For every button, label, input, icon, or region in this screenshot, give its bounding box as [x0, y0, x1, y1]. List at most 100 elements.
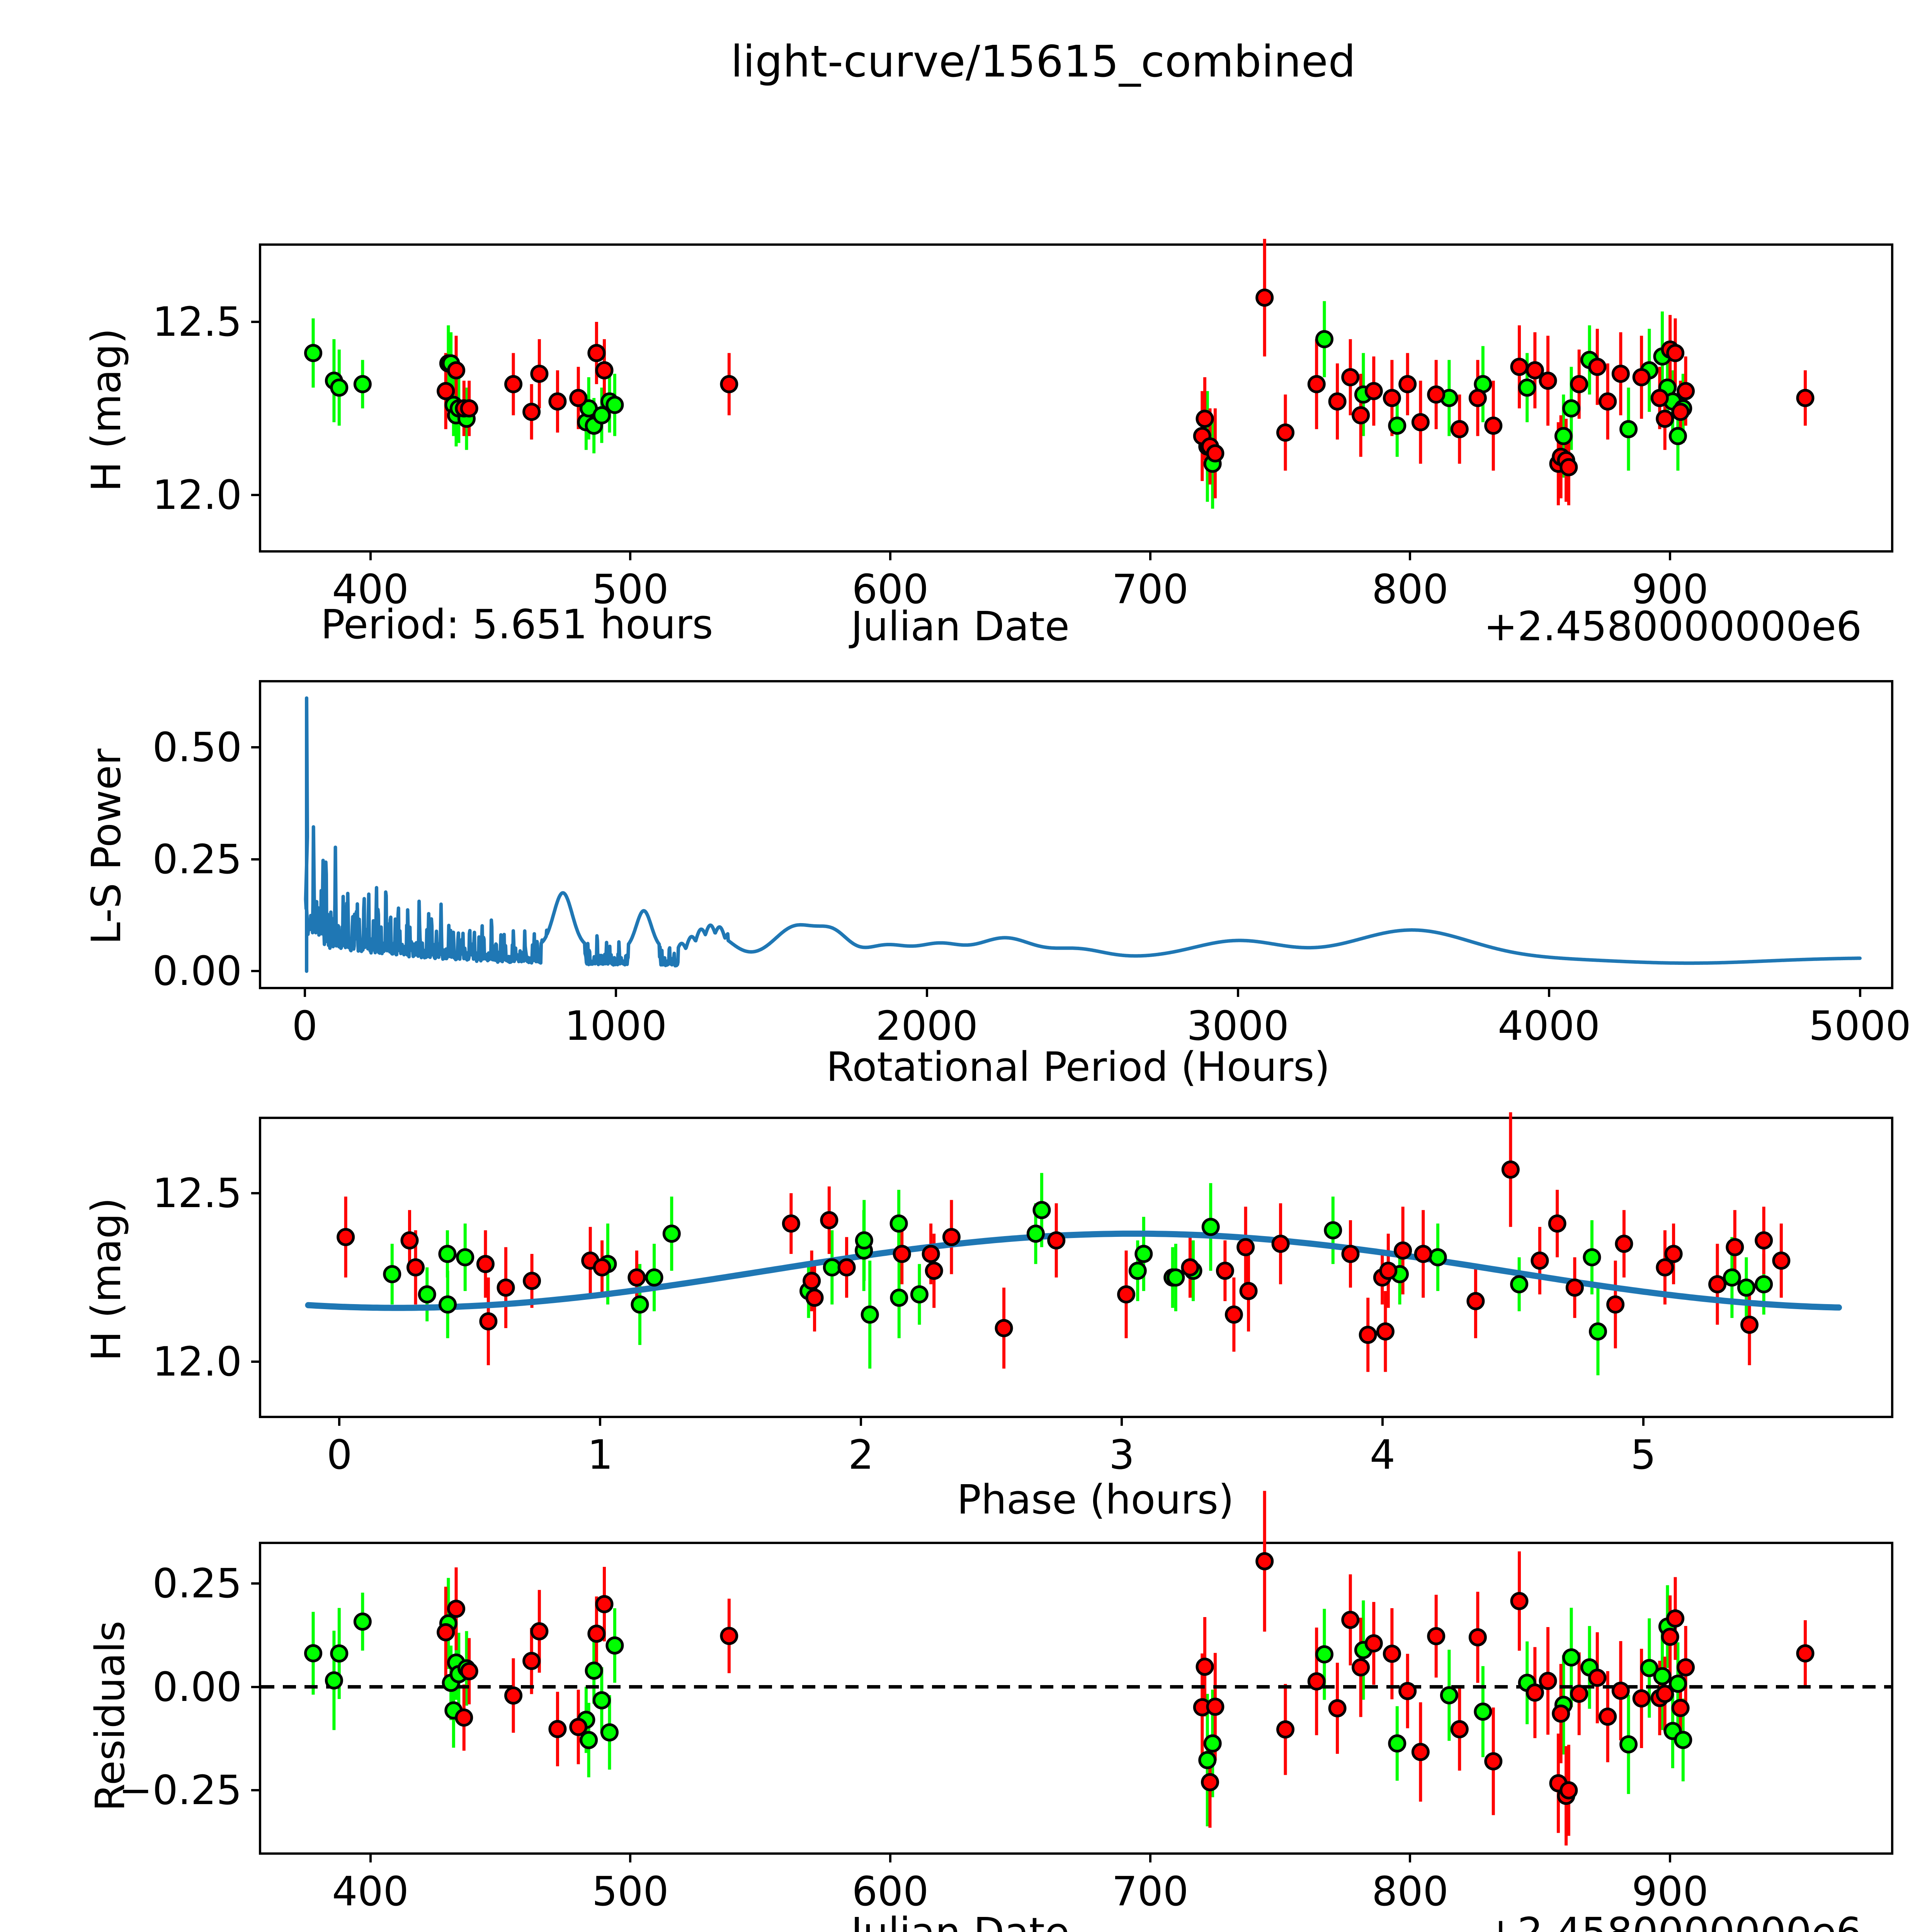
- phase-folded-xtick-label-0: 0: [327, 1431, 352, 1478]
- data-point-red: [1196, 410, 1214, 428]
- residuals-xtick-mark-0: [369, 1852, 372, 1862]
- data-point-red: [1552, 1704, 1570, 1723]
- data-point-red: [1236, 1238, 1255, 1257]
- residuals-xtick-mark-3: [1149, 1852, 1151, 1862]
- data-point-red: [406, 1258, 425, 1277]
- data-point-red: [400, 1231, 419, 1250]
- data-point-red: [1352, 1658, 1370, 1677]
- phase-folded-xtick-label-3: 3: [1109, 1431, 1135, 1478]
- light-curve-points: [304, 239, 1815, 509]
- data-point-red: [1677, 382, 1695, 400]
- data-point-red: [995, 1319, 1013, 1337]
- data-point-green: [1619, 1735, 1638, 1753]
- data-point-green: [325, 1671, 343, 1690]
- data-point-green: [1201, 1218, 1220, 1236]
- residuals-x-axis-label: Julian Date: [806, 1909, 1115, 1932]
- data-point-green: [645, 1268, 663, 1287]
- data-point-red: [1677, 1658, 1695, 1677]
- data-point-red: [1531, 1252, 1549, 1270]
- data-point-red: [1383, 389, 1401, 407]
- data-point-red: [530, 364, 549, 383]
- data-point-red: [893, 1245, 911, 1263]
- data-point-red: [1526, 1683, 1544, 1702]
- data-point-red: [447, 1600, 466, 1618]
- data-point-red: [1411, 1743, 1430, 1761]
- data-point-red: [1510, 1592, 1529, 1611]
- light-curve-x-axis-label: Julian Date: [851, 603, 1070, 650]
- data-point-green: [1518, 378, 1536, 397]
- data-point-red: [1398, 375, 1417, 393]
- data-point-green: [1203, 1734, 1222, 1753]
- data-point-red: [1539, 1672, 1557, 1690]
- phase-folded-ytick-label-1: 12.5: [152, 1170, 242, 1217]
- data-point-green: [1510, 1275, 1529, 1294]
- data-point-red: [1755, 1231, 1773, 1250]
- data-point-red: [522, 403, 541, 421]
- periodogram-xtick-label-2: 2000: [876, 1002, 978, 1049]
- data-point-red: [1570, 375, 1588, 393]
- data-point-green: [1032, 1201, 1051, 1219]
- data-point-green: [1134, 1245, 1153, 1263]
- phase-folded-xtick-mark-1: [599, 1416, 602, 1426]
- data-point-red: [1341, 368, 1360, 386]
- data-point-red: [1376, 1322, 1395, 1341]
- data-point-red: [1359, 1326, 1377, 1344]
- data-point-red: [1526, 361, 1544, 379]
- data-point-red: [805, 1289, 824, 1307]
- data-point-red: [1666, 344, 1685, 362]
- data-point-red: [1201, 1773, 1219, 1791]
- periodogram-curve: [304, 696, 1862, 973]
- data-point-red: [1394, 1241, 1412, 1260]
- data-point-green: [585, 1662, 603, 1680]
- data-point-green: [890, 1289, 908, 1307]
- data-point-green: [889, 1214, 908, 1233]
- data-point-red: [587, 344, 606, 362]
- data-point-red: [1565, 1278, 1584, 1297]
- residuals-xtick-mark-4: [1409, 1852, 1412, 1862]
- data-point-green: [592, 406, 611, 425]
- data-point-red: [1588, 1668, 1607, 1687]
- phase-folded-xtick-mark-2: [860, 1416, 862, 1426]
- data-point-green: [1562, 399, 1581, 418]
- data-point-red: [1740, 1315, 1759, 1334]
- data-point-green: [1474, 1702, 1492, 1721]
- data-point-green: [1562, 1648, 1581, 1667]
- data-point-green: [1440, 1686, 1458, 1704]
- data-point-red: [548, 1720, 567, 1738]
- light-curve-x-offset-label: +2.4580000000e6: [1484, 603, 1862, 650]
- light-curve-xtick-label-0: 400: [332, 566, 409, 613]
- data-point-red: [476, 1255, 495, 1273]
- data-point-red: [497, 1278, 515, 1297]
- data-point-red: [1484, 1752, 1503, 1770]
- data-point-red: [922, 1245, 940, 1263]
- data-point-green: [605, 396, 624, 414]
- periodogram-ytick-mark-0: [251, 970, 261, 973]
- data-point-green: [439, 1295, 457, 1314]
- data-point-red: [1206, 444, 1225, 463]
- residuals-xtick-label-4: 800: [1372, 1868, 1449, 1915]
- phase-model-curve: [305, 1230, 1842, 1311]
- data-point-green: [438, 1245, 457, 1263]
- data-point-green: [383, 1265, 401, 1283]
- data-point-green: [1737, 1278, 1755, 1297]
- data-point-red: [1599, 392, 1617, 411]
- data-point-red: [1708, 1275, 1727, 1294]
- data-point-red: [337, 1228, 355, 1246]
- data-point-red: [1666, 1609, 1685, 1628]
- data-point-red: [720, 1627, 738, 1645]
- residuals-y-axis-label: Residuals: [87, 1621, 134, 1811]
- data-point-red: [548, 392, 567, 411]
- data-point-red: [1656, 1258, 1674, 1277]
- data-point-red: [925, 1262, 943, 1280]
- residuals-xtick-label-1: 500: [592, 1868, 669, 1915]
- residuals-xtick-label-3: 700: [1112, 1868, 1189, 1915]
- data-point-red: [1650, 389, 1669, 407]
- phase-folded-xtick-label-5: 5: [1630, 1431, 1656, 1478]
- periodogram-ytick-label-2: 0.50: [152, 724, 242, 771]
- data-point-red: [1276, 423, 1295, 442]
- light-curve-xtick-mark-5: [1669, 550, 1672, 560]
- data-point-green: [1653, 1667, 1672, 1685]
- data-point-green: [910, 1285, 929, 1304]
- data-point-red: [1539, 371, 1557, 390]
